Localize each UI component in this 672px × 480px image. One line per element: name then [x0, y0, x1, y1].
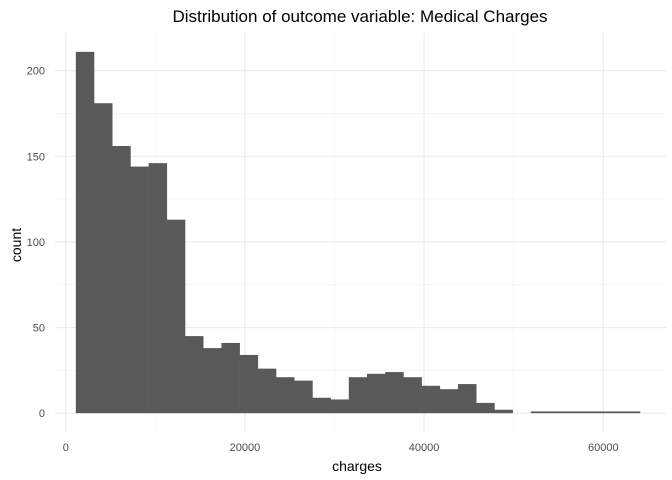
histogram-bar	[275, 377, 295, 414]
histogram-bar	[403, 377, 422, 414]
histogram-bar	[549, 411, 568, 414]
histogram-bar	[221, 342, 240, 414]
histogram-bar	[312, 397, 331, 414]
y-axis-label: count	[8, 228, 24, 262]
histogram-bar	[603, 411, 623, 414]
histogram-bar	[330, 399, 350, 414]
histogram-bar	[348, 377, 368, 414]
histogram-bar	[75, 51, 95, 414]
x-tick-label: 40000	[409, 442, 440, 454]
histogram-bar	[166, 219, 186, 414]
y-tick-label: 200	[27, 66, 45, 78]
x-tick-label: 0	[63, 442, 69, 454]
x-tick-label: 60000	[588, 442, 619, 454]
histogram-bar	[257, 368, 277, 414]
y-tick-label: 100	[27, 237, 45, 249]
histogram-bar	[421, 385, 441, 414]
histogram-bar	[112, 146, 131, 414]
histogram-bar	[439, 389, 459, 414]
histogram-bar	[621, 411, 641, 414]
x-tick-label: 20000	[230, 442, 261, 454]
y-tick-label: 50	[33, 323, 45, 335]
x-axis-ticks: 0 20000 40000 60000	[63, 442, 619, 454]
histogram-bars	[75, 51, 641, 414]
histogram-bar	[567, 411, 586, 414]
chart-title: Distribution of outcome variable: Medica…	[172, 7, 547, 26]
histogram-bar	[585, 411, 604, 414]
x-axis-label: charges	[332, 458, 382, 474]
y-tick-label: 0	[39, 408, 45, 420]
y-tick-label: 150	[27, 151, 45, 163]
histogram-bar	[203, 348, 222, 414]
histogram-bar	[458, 384, 477, 414]
histogram-bar	[494, 409, 513, 414]
histogram-bar	[148, 163, 168, 414]
histogram-bar	[385, 372, 404, 414]
histogram-bar	[185, 336, 204, 414]
histogram-bar	[476, 402, 495, 414]
histogram-bar	[239, 354, 259, 414]
histogram-bar	[367, 373, 386, 414]
histogram-bar	[93, 103, 113, 414]
histogram-bar	[530, 411, 550, 414]
y-axis-ticks: 0 50 100 150 200	[27, 66, 45, 420]
histogram-bar	[130, 166, 149, 414]
histogram-bar	[294, 380, 313, 414]
